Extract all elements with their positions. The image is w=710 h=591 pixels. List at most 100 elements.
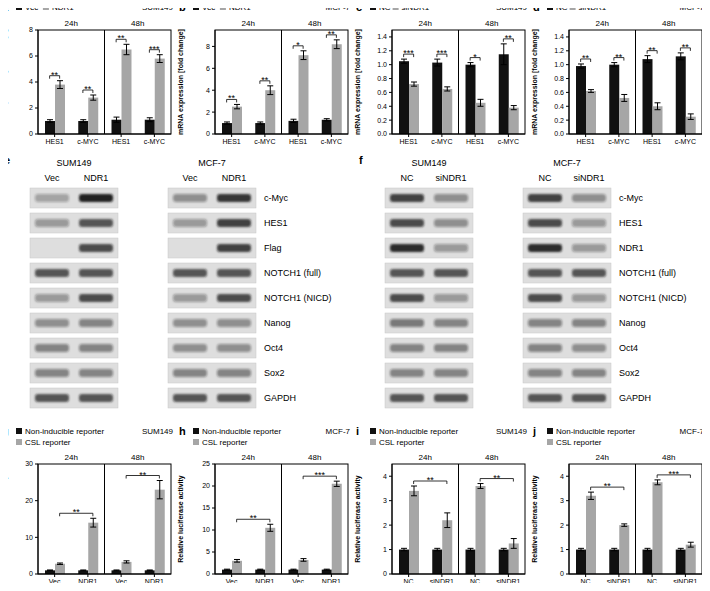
svg-text:***: *** (149, 44, 160, 54)
svg-text:0.2: 0.2 (377, 117, 387, 124)
svg-text:**: ** (139, 470, 147, 480)
svg-text:2: 2 (206, 109, 210, 116)
svg-text:Non-inducible reporter: Non-inducible reporter (556, 427, 635, 436)
svg-text:**: ** (682, 42, 690, 52)
svg-text:1.4: 1.4 (554, 33, 564, 40)
svg-text:***: *** (314, 470, 325, 480)
svg-text:Sox2: Sox2 (264, 368, 285, 378)
svg-text:24h: 24h (596, 19, 609, 28)
svg-text:NDR1: NDR1 (84, 173, 109, 183)
svg-text:Vec: Vec (115, 578, 127, 583)
svg-text:4: 4 (206, 87, 210, 94)
svg-text:c-MYC: c-MYC (321, 138, 342, 145)
svg-text:**: ** (118, 33, 126, 43)
svg-text:24h: 24h (596, 453, 609, 462)
svg-text:j: j (532, 425, 536, 437)
svg-text:NOTCH1 (full): NOTCH1 (full) (619, 268, 676, 278)
svg-text:Relative luciferase activity: Relative luciferase activity (8, 475, 9, 563)
svg-text:Vec: Vec (182, 173, 198, 183)
svg-text:HES1: HES1 (643, 138, 661, 145)
svg-text:NDR1: NDR1 (255, 578, 274, 583)
svg-text:48h: 48h (308, 453, 321, 462)
svg-text:4: 4 (560, 473, 564, 480)
svg-text:1.2: 1.2 (377, 47, 387, 54)
svg-text:a: a (8, 8, 9, 13)
svg-text:HES1: HES1 (399, 138, 417, 145)
svg-text:Relative luciferase activity: Relative luciferase activity (177, 475, 185, 563)
svg-text:48h: 48h (662, 19, 675, 28)
svg-text:NDR1: NDR1 (145, 578, 164, 583)
svg-text:**: ** (51, 70, 59, 80)
svg-text:mRNA expression [fold change]: mRNA expression [fold change] (354, 29, 362, 135)
svg-text:Vec: Vec (226, 578, 238, 583)
svg-text:NC: NC (470, 578, 480, 583)
svg-text:**: ** (493, 473, 501, 483)
svg-text:NOTCH1 (NICD): NOTCH1 (NICD) (264, 293, 332, 303)
svg-text:c: c (356, 8, 362, 13)
svg-text:i: i (356, 425, 359, 437)
svg-text:**: ** (649, 45, 657, 55)
svg-text:8: 8 (29, 26, 33, 33)
svg-text:0.8: 0.8 (554, 75, 564, 82)
svg-text:Vec: Vec (25, 8, 38, 12)
svg-text:SUM149: SUM149 (496, 427, 528, 436)
svg-text:HES1: HES1 (222, 138, 240, 145)
svg-text:24h: 24h (419, 19, 432, 28)
svg-text:**: ** (615, 52, 623, 62)
svg-text:NDR1: NDR1 (229, 8, 251, 12)
svg-text:1.2: 1.2 (554, 47, 564, 54)
svg-text:***: *** (403, 48, 414, 58)
svg-text:15: 15 (202, 504, 210, 511)
svg-text:1.4: 1.4 (377, 33, 387, 40)
svg-text:3: 3 (560, 497, 564, 504)
svg-text:2: 2 (560, 522, 564, 529)
svg-text:HES1: HES1 (112, 138, 130, 145)
svg-text:MCF-7: MCF-7 (326, 8, 351, 12)
svg-text:HES1: HES1 (576, 138, 594, 145)
svg-text:20: 20 (202, 482, 210, 489)
svg-text:24h: 24h (242, 453, 255, 462)
svg-text:siNDR1: siNDR1 (579, 8, 607, 12)
svg-text:***: *** (668, 469, 679, 479)
svg-text:3: 3 (383, 497, 387, 504)
svg-text:10: 10 (25, 534, 33, 541)
svg-text:GAPDH: GAPDH (619, 393, 651, 403)
svg-text:NOTCH1 (NICD): NOTCH1 (NICD) (619, 293, 687, 303)
svg-text:Oct4: Oct4 (264, 343, 283, 353)
svg-text:c-Myc: c-Myc (264, 193, 288, 203)
svg-text:0.6: 0.6 (377, 89, 387, 96)
svg-text:10: 10 (202, 526, 210, 533)
svg-text:HES1: HES1 (466, 138, 484, 145)
svg-text:0: 0 (560, 570, 564, 577)
svg-text:NOTCH1 (full): NOTCH1 (full) (264, 268, 321, 278)
svg-text:48h: 48h (131, 19, 144, 28)
svg-text:**: ** (261, 75, 269, 85)
svg-text:48h: 48h (308, 19, 321, 28)
svg-text:**: ** (84, 84, 92, 94)
svg-text:MCF-7: MCF-7 (553, 158, 581, 168)
svg-text:NC: NC (556, 8, 568, 12)
svg-text:1.0: 1.0 (377, 61, 387, 68)
svg-text:Non-inducible reporter: Non-inducible reporter (379, 427, 458, 436)
svg-text:0.4: 0.4 (377, 103, 387, 110)
svg-text:0.0: 0.0 (377, 130, 387, 137)
svg-text:30: 30 (25, 460, 33, 467)
svg-text:NC: NC (404, 578, 414, 583)
svg-text:HES1: HES1 (264, 218, 288, 228)
svg-text:NC: NC (581, 578, 591, 583)
svg-text:HES1: HES1 (289, 138, 307, 145)
svg-text:mRNA expression [fold change]: mRNA expression [fold change] (531, 29, 539, 135)
svg-text:HES1: HES1 (619, 218, 643, 228)
svg-text:Sox2: Sox2 (619, 368, 640, 378)
svg-text:mRNA expression [fold change]: mRNA expression [fold change] (8, 29, 9, 135)
svg-text:siNDR1: siNDR1 (607, 578, 631, 583)
svg-text:1.0: 1.0 (554, 61, 564, 68)
svg-text:CSL reporter: CSL reporter (202, 438, 248, 447)
svg-text:24h: 24h (65, 453, 78, 462)
svg-text:5: 5 (206, 548, 210, 555)
svg-text:2: 2 (29, 104, 33, 111)
svg-text:1: 1 (560, 546, 564, 553)
svg-text:**: ** (250, 513, 258, 523)
svg-text:c-MYC: c-MYC (77, 138, 98, 145)
svg-text:Vec: Vec (202, 8, 215, 12)
